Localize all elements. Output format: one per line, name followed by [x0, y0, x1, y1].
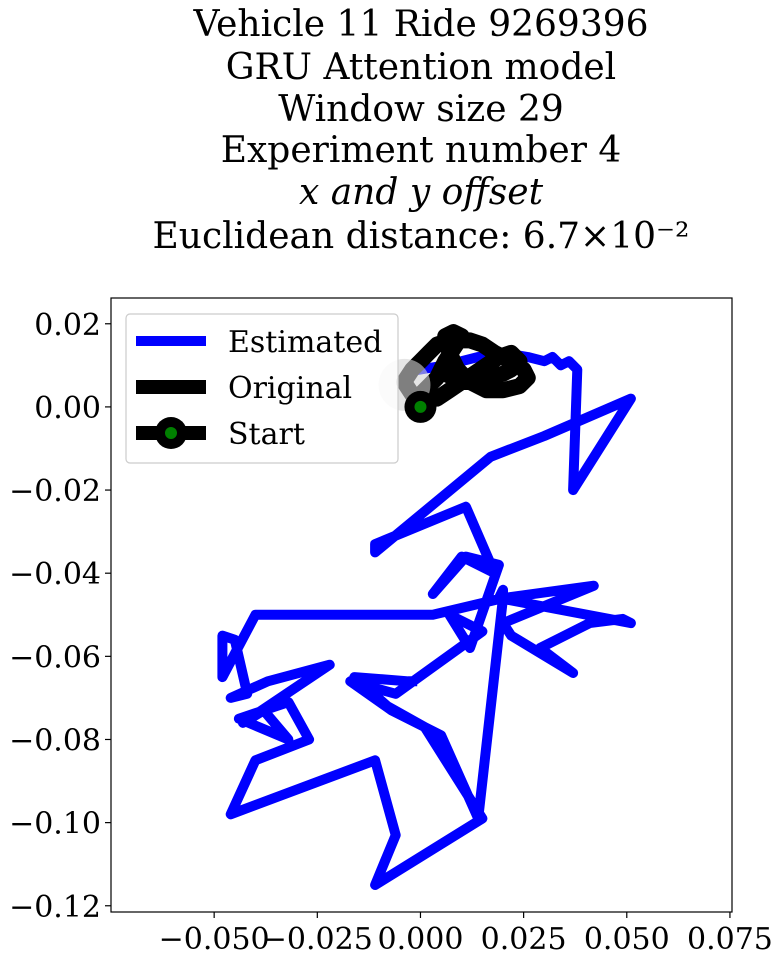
legend-box [125, 313, 399, 464]
title-line: Window size 29 [278, 89, 564, 130]
title-line: Experiment number 4 [221, 130, 622, 171]
start-marker [414, 400, 427, 413]
y-tick-label: −0.10 [9, 807, 101, 842]
x-axis: −0.050−0.025 0.000 0.025 0.050 0.075 [159, 912, 773, 957]
title-line: GRU Attention model [226, 47, 616, 88]
y-tick-label: −0.08 [9, 723, 101, 758]
x-tick-label: 0.075 [687, 922, 773, 957]
x-tick-label: 0.000 [378, 922, 464, 957]
legend-label: Start [228, 417, 305, 452]
y-tick-label: −0.02 [9, 474, 101, 509]
legend-key-marker-center [165, 427, 177, 439]
x-tick-label: −0.025 [262, 922, 373, 957]
y-tick-label: −0.12 [9, 890, 101, 925]
legend: Estimated Original Start [125, 313, 399, 464]
y-axis: 0.02 0.00 −0.02 −0.04 −0.06 −0.08 −0.10 −0.12 [9, 308, 111, 925]
title-line: x and y offset [299, 172, 544, 213]
x-tick-label: −0.050 [159, 922, 270, 957]
title-line: Vehicle 11 Ride 9269396 [192, 4, 648, 45]
y-tick-label: −0.06 [9, 640, 101, 675]
x-tick-label: 0.025 [481, 922, 567, 957]
legend-label: Estimated [228, 325, 382, 360]
series-line-estimated [217, 347, 636, 890]
title-line: Euclidean distance: 6.7×10⁻² [153, 216, 690, 257]
plot-frame [110, 297, 733, 913]
y-tick-label: −0.04 [9, 557, 101, 592]
y-tick-label: 0.02 [34, 308, 101, 343]
y-tick-label: 0.00 [34, 391, 101, 426]
series-line-original [396, 324, 536, 407]
x-tick-label: 0.050 [584, 922, 670, 957]
legend-label: Original [228, 371, 352, 406]
